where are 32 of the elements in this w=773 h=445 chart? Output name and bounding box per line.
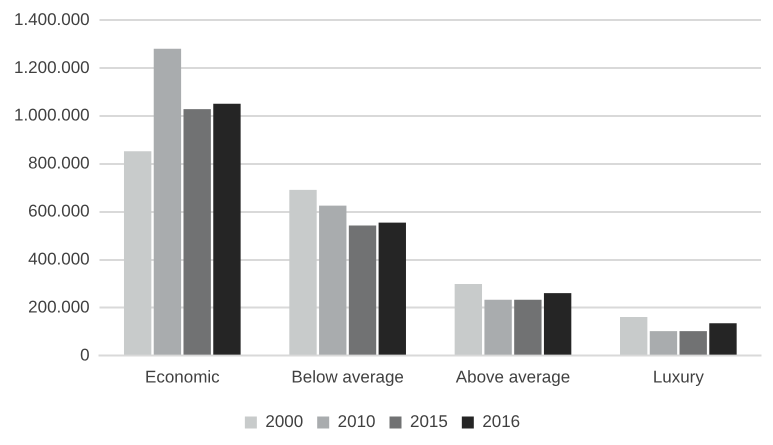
y-tick-label: 0 xyxy=(80,345,90,364)
legend-label: 2016 xyxy=(482,412,520,432)
bar xyxy=(213,104,241,355)
bar xyxy=(348,226,376,355)
y-tick-label: 200.000 xyxy=(28,297,90,316)
y-tick-label: 800.000 xyxy=(28,154,90,173)
legend-label: 2000 xyxy=(265,412,304,432)
bar xyxy=(650,331,678,355)
y-tick-label: 1.200.000 xyxy=(14,58,90,77)
bar xyxy=(484,300,512,355)
bar xyxy=(454,284,482,355)
legend-label: 2010 xyxy=(338,412,376,432)
bar xyxy=(154,48,182,355)
y-tick-label: 600.000 xyxy=(28,202,90,221)
x-tick-label: Above average xyxy=(456,367,570,386)
bar xyxy=(319,206,346,355)
x-tick-label: Economic xyxy=(144,367,220,386)
legend-label: 2015 xyxy=(410,412,448,432)
bar xyxy=(183,109,211,355)
bar xyxy=(124,151,152,355)
y-tick-label: 1.400.000 xyxy=(14,10,90,29)
y-tick-label: 400.000 xyxy=(28,249,90,268)
bar xyxy=(544,293,572,355)
x-tick-label: Luxury xyxy=(652,367,704,386)
bar xyxy=(620,317,648,355)
x-tick-label: Below average xyxy=(291,367,404,386)
bar xyxy=(709,323,737,355)
bar xyxy=(289,190,317,355)
bar xyxy=(378,222,406,355)
bar xyxy=(680,331,707,355)
y-tick-label: 1.000.000 xyxy=(14,106,90,125)
bar xyxy=(514,300,542,355)
